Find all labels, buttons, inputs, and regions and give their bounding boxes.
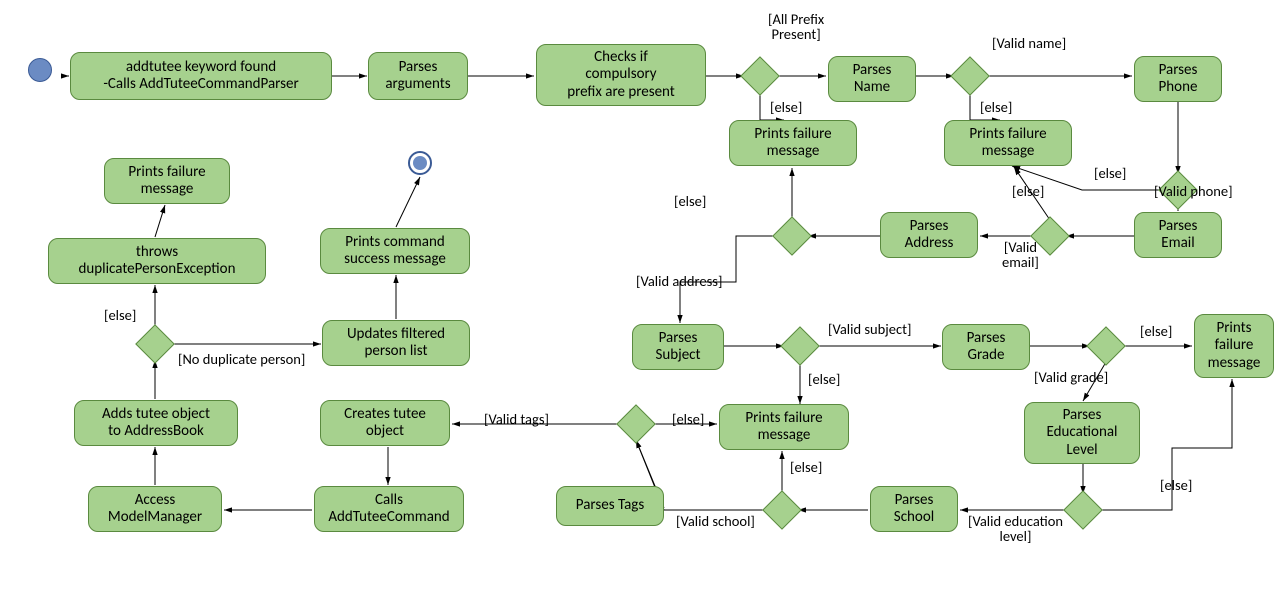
guard-l_else1: [else] xyxy=(770,100,802,115)
activity-diagram: addtutee keyword found-Calls AddTuteeCom… xyxy=(0,0,1280,596)
decision-d_grade xyxy=(1086,326,1126,366)
decision-d_name xyxy=(950,56,990,96)
decision-d_tags xyxy=(616,404,656,444)
guard-l_allprefix: [All PrefixPresent] xyxy=(768,12,824,42)
activity-n_parse_school: ParsesSchool xyxy=(870,486,958,532)
activity-n_parse_name: ParsesName xyxy=(828,56,916,102)
activity-n_failL: Prints failuremessage xyxy=(104,158,230,204)
activity-n_parse_addr: ParsesAddress xyxy=(880,212,978,258)
decision-d_prefix xyxy=(740,56,780,96)
activity-n_parse_phone: ParsesPhone xyxy=(1134,56,1222,102)
activity-n_fail1: Prints failuremessage xyxy=(729,120,857,166)
guard-l_nodup: [No duplicate person] xyxy=(178,352,305,367)
activity-n_update: Updates filteredperson list xyxy=(322,320,470,366)
activity-n_parse_grade: ParsesGrade xyxy=(942,324,1030,370)
guard-l_else9: [else] xyxy=(790,460,822,475)
activity-n_callcmd: CallsAddTuteeCommand xyxy=(314,486,464,532)
activity-n_parse_tags: Parses Tags xyxy=(556,486,664,526)
guard-l_validsubj: [Valid subject] xyxy=(828,322,911,337)
decision-d_edu xyxy=(1063,490,1103,530)
guard-l_else2: [else] xyxy=(980,100,1012,115)
edge xyxy=(155,205,165,237)
activity-n_check: Checks ifcompulsoryprefix are present xyxy=(536,44,706,106)
activity-n_fail4: Prints failuremessage xyxy=(719,404,849,450)
activity-n_success: Prints commandsuccess message xyxy=(320,228,470,274)
guard-l_else10: [else] xyxy=(672,412,704,427)
guard-l_else3: [else] xyxy=(1094,166,1126,181)
activity-n_parse_email: ParsesEmail xyxy=(1134,212,1222,258)
activity-n_parse_subj: ParsesSubject xyxy=(632,324,724,370)
guard-l_else5: [else] xyxy=(674,194,706,209)
guard-l_validtags: [Valid tags] xyxy=(484,412,549,427)
guard-l_validname: [Valid name] xyxy=(992,36,1066,51)
activity-n_parse_edu: ParsesEducationalLevel xyxy=(1024,402,1140,464)
edge xyxy=(396,177,420,227)
guard-l_else6: [else] xyxy=(808,372,840,387)
activity-n_fail3: Printsfailuremessage xyxy=(1194,314,1274,378)
guard-l_validedu: [Valid educationlevel] xyxy=(968,514,1063,544)
guard-l_validphone: [Valid phone] xyxy=(1154,184,1233,199)
guard-l_elseL: [else] xyxy=(104,308,136,323)
guard-l_else7: [else] xyxy=(1140,324,1172,339)
guard-l_validaddr: [Valid address] xyxy=(636,274,722,289)
decision-d_subj xyxy=(780,326,820,366)
guard-l_validgrade: [Valid grade] xyxy=(1034,370,1108,385)
guard-l_else8: [else] xyxy=(1160,478,1192,493)
decision-d_addr xyxy=(772,216,812,256)
decision-d_school xyxy=(762,490,802,530)
activity-n_keyword: addtutee keyword found-Calls AddTuteeCom… xyxy=(70,52,332,100)
decision-d_dup xyxy=(135,324,175,364)
guard-l_validemail: [Validemail] xyxy=(1002,240,1039,270)
activity-n_addbook: Adds tutee objectto AddressBook xyxy=(74,400,238,446)
activity-n_fail2: Prints failuremessage xyxy=(944,120,1072,166)
end-node-inner xyxy=(413,156,427,170)
guard-l_validschool: [Valid school] xyxy=(676,514,755,529)
guard-l_else4: [else] xyxy=(1012,184,1044,199)
activity-n_parse_args: Parsesarguments xyxy=(368,52,468,100)
activity-n_throws: throwsduplicatePersonException xyxy=(48,238,266,284)
activity-n_create: Creates tuteeobject xyxy=(320,400,450,446)
activity-n_access: AccessModelManager xyxy=(88,486,222,532)
start-node xyxy=(28,58,52,82)
